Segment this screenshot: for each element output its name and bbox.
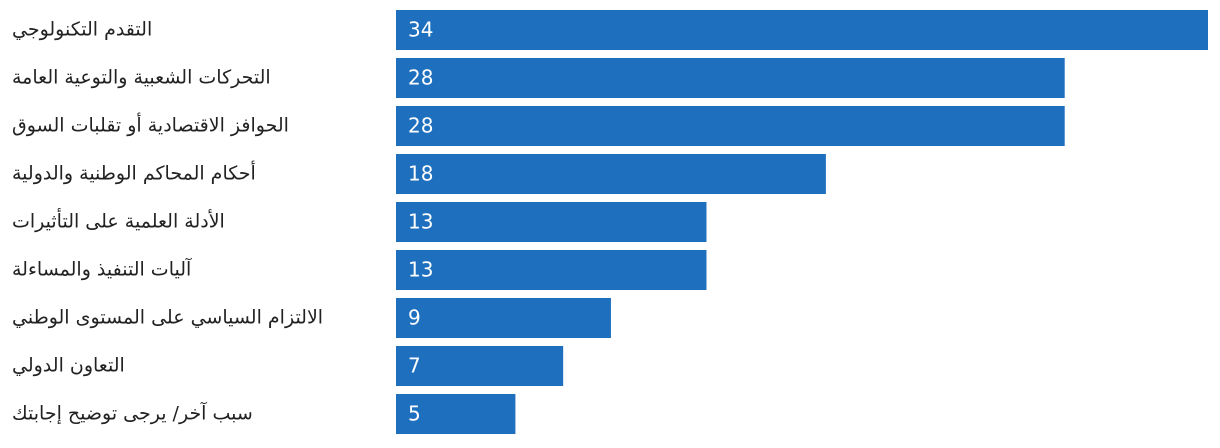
category-label: التعاون الدولي <box>12 355 125 377</box>
bar <box>396 154 826 194</box>
value-label: 7 <box>408 354 421 378</box>
category-label: التقدم التكنولوجي <box>12 19 152 41</box>
category-label: أحكام المحاكم الوطنية والدولية <box>12 161 256 185</box>
bar <box>396 298 611 338</box>
value-label: 9 <box>408 306 421 330</box>
value-label: 18 <box>408 162 433 186</box>
category-label: آليات التنفيذ والمساءلة <box>12 257 192 281</box>
value-label: 28 <box>408 66 433 90</box>
value-label: 13 <box>408 258 433 282</box>
category-label: التحركات الشعبية والتوعية العامة <box>12 67 271 89</box>
bar <box>396 250 707 290</box>
bar <box>396 202 707 242</box>
category-label: الحوافز الاقتصادية أو تقلبات السوق <box>12 113 289 137</box>
bar <box>396 394 516 434</box>
category-label: سبب آخر/ يرجى توضيح إجابتك <box>12 401 253 426</box>
bar <box>396 346 564 386</box>
category-label: الالتزام السياسي على المستوى الوطني <box>12 307 323 329</box>
value-label: 34 <box>408 18 433 42</box>
bar <box>396 58 1065 98</box>
bar <box>396 106 1065 146</box>
bar <box>396 10 1208 50</box>
value-label: 28 <box>408 114 433 138</box>
category-label: الأدلة العلمية على التأثيرات <box>12 208 225 233</box>
value-label: 13 <box>408 210 433 234</box>
value-label: 5 <box>408 402 421 426</box>
